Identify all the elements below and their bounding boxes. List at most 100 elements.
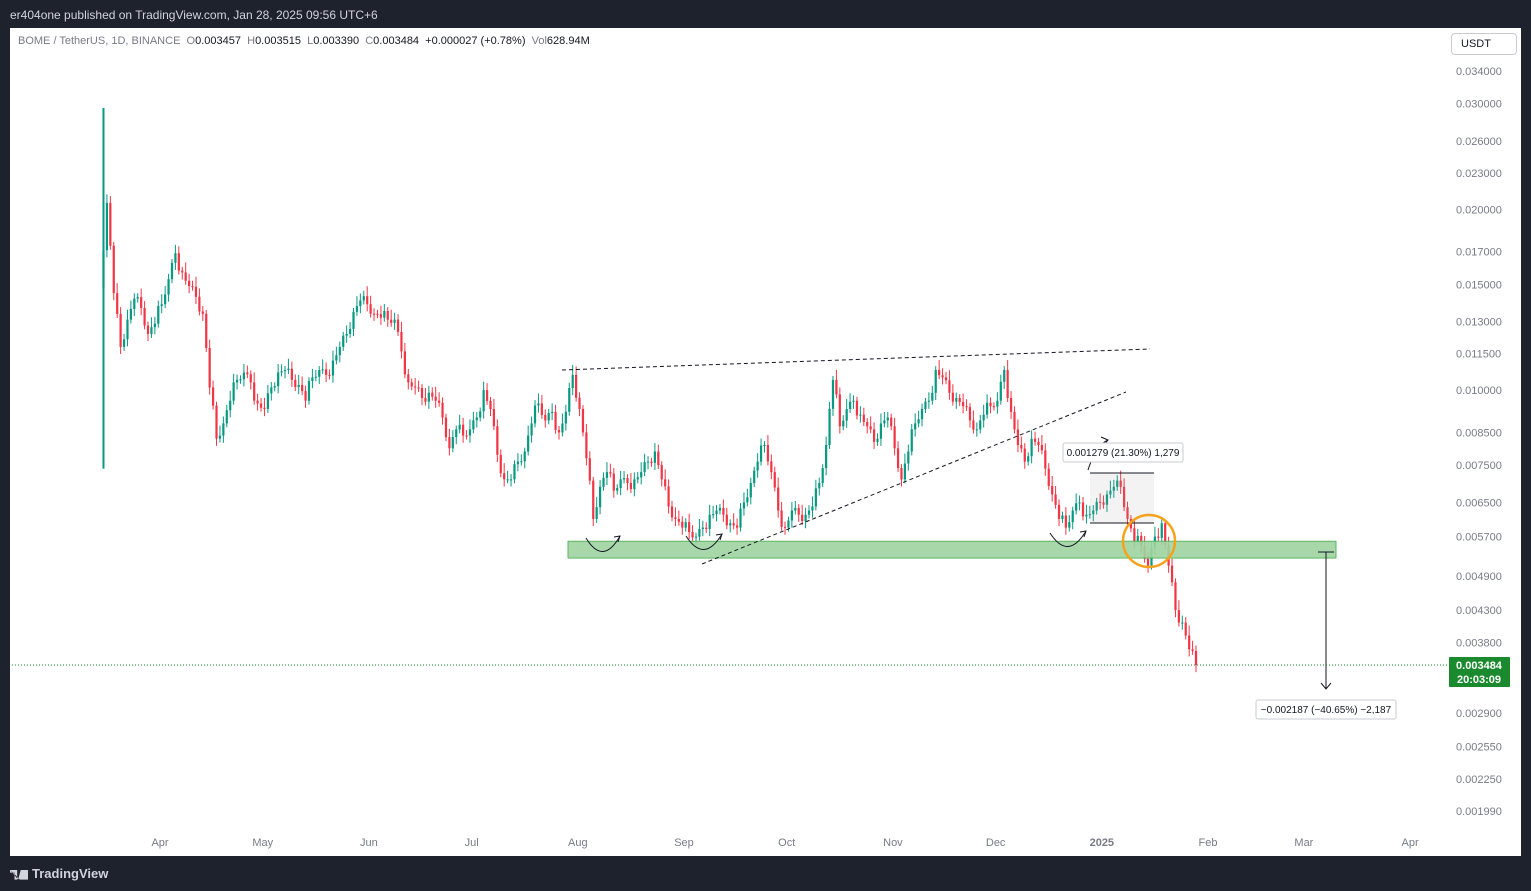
measure-up-label: 0.001279 (21.30%) 1,279: [1062, 442, 1184, 463]
tradingview-logo-icon: [10, 869, 28, 880]
candle-body: [729, 523, 732, 526]
candle-body: [900, 468, 903, 480]
candle-body: [283, 370, 287, 372]
candle-body: [229, 400, 232, 411]
candle-body: [660, 465, 663, 480]
tradingview-brand[interactable]: TradingView: [10, 866, 108, 881]
candle-body: [907, 451, 910, 464]
candle-body: [938, 370, 941, 376]
candle-body: [105, 202, 109, 251]
candle-body: [119, 314, 122, 347]
candle-body: [191, 286, 194, 288]
candle-body: [869, 426, 872, 430]
candle-body: [222, 423, 225, 436]
candle-body: [681, 521, 684, 528]
candle-body: [766, 445, 770, 462]
candle-body: [126, 319, 129, 340]
candle-body: [773, 472, 776, 488]
candle-body: [407, 374, 410, 383]
x-tick-label: Jul: [465, 837, 479, 849]
x-axis: Apr May Jun Jul Aug Sep Oct Nov Dec 2025 Feb Mar Apr: [151, 837, 1419, 849]
candle-body: [335, 355, 338, 361]
candle-body: [1027, 456, 1030, 462]
measure-down-label: −0.002187 (−40.65%) −2,187: [1255, 699, 1397, 720]
candle-body: [458, 424, 461, 430]
candle-body: [883, 420, 886, 424]
candle-body: [232, 382, 235, 401]
candle-body: [420, 388, 424, 399]
close-value: 0.003484: [373, 35, 420, 47]
candle-body: [143, 307, 146, 326]
candle-body: [523, 451, 526, 462]
candle-body: [530, 423, 533, 436]
y-tick-label: 0.030000: [1456, 99, 1502, 111]
y-tick-label: 0.002550: [1456, 741, 1502, 753]
symbol-label[interactable]: BOME / TetherUS, 1D, BINANCE: [18, 35, 181, 47]
candle-body: [674, 517, 677, 519]
y-tick-label: 0.020000: [1456, 204, 1502, 216]
candle-body: [184, 272, 187, 281]
candle-body: [208, 348, 211, 388]
y-tick-label: 0.002900: [1456, 708, 1502, 720]
footer-bar: TradingView: [0, 856, 1531, 891]
ohlc-legend: BOME / TetherUS, 1D, BINANCE O0.003457 H…: [18, 35, 590, 47]
candle-body: [616, 488, 619, 491]
candle-body: [931, 392, 934, 401]
x-tick-label: Apr: [1402, 837, 1419, 849]
publish-info: er404one published on TradingView.com, J…: [10, 8, 378, 22]
support-zone: [567, 540, 1337, 559]
candle-body: [1040, 445, 1044, 451]
candle-body: [934, 370, 937, 393]
candle-body: [1071, 510, 1074, 523]
candle-body: [605, 472, 609, 478]
cup-curve-arrow: [1049, 530, 1087, 547]
candle-body: [205, 313, 208, 349]
x-tick-label: 2025: [1090, 837, 1114, 849]
y-tick-label: 0.023000: [1456, 168, 1502, 180]
candle-body: [636, 477, 639, 480]
candle-body: [438, 400, 441, 403]
x-tick-label: Sep: [674, 837, 694, 849]
candle-body: [376, 313, 379, 315]
publish-bar: er404one published on TradingView.com, J…: [0, 0, 1531, 28]
candle-body: [818, 483, 821, 489]
candle-body: [441, 402, 444, 418]
candle-body: [629, 483, 633, 490]
candle-body: [965, 406, 968, 408]
candle-body: [749, 483, 752, 498]
candle-body: [581, 408, 585, 433]
brand-label: TradingView: [32, 866, 109, 881]
candle-body: [177, 253, 180, 271]
candle-body: [670, 506, 674, 518]
candle-body: [294, 379, 297, 388]
currency-button[interactable]: USDT: [1451, 33, 1517, 55]
candle-body: [1054, 494, 1057, 505]
candle-body: [215, 405, 218, 439]
candle-body: [886, 417, 889, 421]
candle-body: [763, 445, 766, 447]
candle-body: [414, 386, 417, 388]
candle-body: [431, 392, 434, 397]
candle-body: [1081, 502, 1085, 517]
candle-body: [492, 408, 496, 427]
candle-body: [540, 403, 543, 415]
open-value: 0.003457: [195, 35, 241, 47]
candles: [102, 108, 1198, 673]
candle-body: [331, 360, 335, 376]
candle-body: [342, 335, 345, 347]
candle-body: [461, 424, 465, 436]
candle-body: [787, 520, 790, 528]
candle-body: [150, 327, 153, 334]
candle-body: [780, 510, 783, 527]
candle-body: [742, 502, 746, 509]
candle-body: [174, 253, 177, 263]
candle-body: [1044, 450, 1047, 469]
candle-body: [910, 429, 913, 452]
candle-body: [266, 393, 269, 409]
x-tick-label: Mar: [1294, 837, 1313, 849]
candle-body: [811, 506, 814, 511]
candle-body: [424, 398, 427, 402]
candle-body: [598, 486, 602, 508]
candle-body: [277, 372, 280, 387]
